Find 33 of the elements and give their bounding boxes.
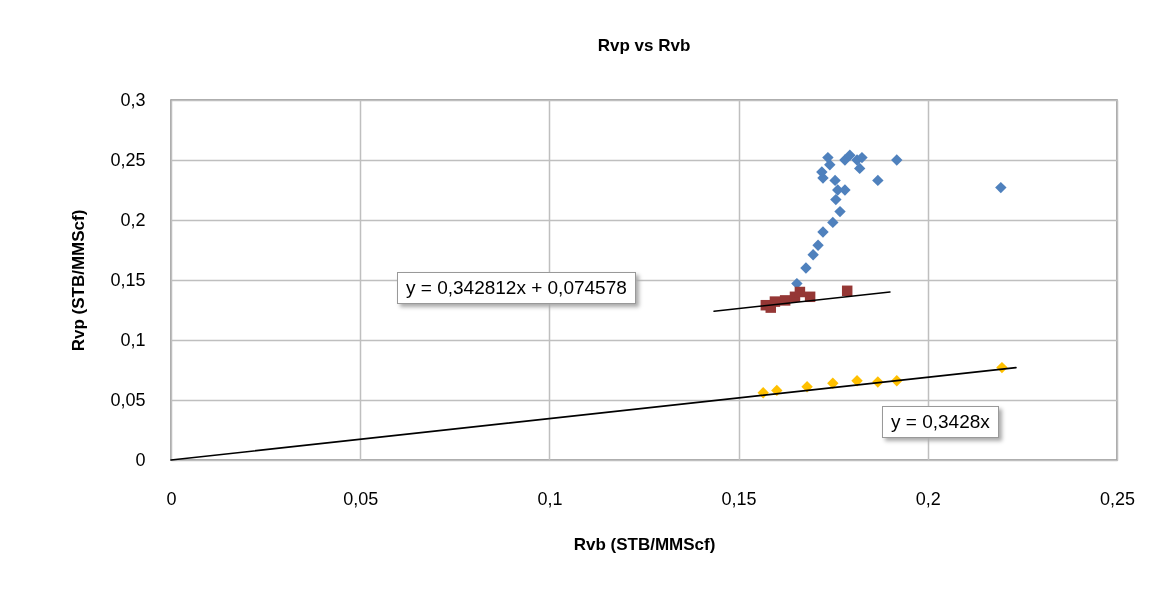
annotation: y = 0,3428x (882, 406, 999, 438)
y-axis-title: Rvp (STB/MMScf) (69, 209, 89, 352)
point (827, 216, 839, 229)
point (829, 174, 841, 187)
y-tick-label: 0,1 (120, 329, 146, 350)
x-tick-label: 0,25 (1099, 488, 1136, 509)
y-tick-label: 0,15 (110, 269, 146, 290)
chart-title: Rvp vs Rvb (597, 36, 691, 55)
x-tick-label: 0,05 (343, 488, 379, 509)
point (995, 181, 1007, 194)
point (827, 377, 839, 389)
x-tick-label: 0,15 (721, 488, 757, 509)
point (807, 249, 819, 261)
point (853, 162, 866, 175)
point (891, 154, 903, 166)
x-tick-label: 0,2 (915, 488, 941, 509)
x-tick-label: 0,1 (537, 488, 563, 509)
point (844, 149, 856, 161)
point (794, 286, 806, 298)
point (800, 262, 812, 274)
point (834, 205, 846, 218)
y-tick-label: 0,2 (120, 209, 146, 230)
annotation: y = 0,342812x + 0,074578 (397, 272, 636, 304)
point (830, 193, 842, 206)
point (817, 226, 829, 238)
y-tick-label: 0,05 (110, 389, 146, 410)
x-axis-title: Rvb (STB/MMScf) (573, 534, 716, 554)
y-tick-label: 0,25 (110, 149, 146, 170)
y-tick-label: 0,3 (120, 89, 146, 110)
point (812, 239, 824, 251)
x-tick-label: 0 (166, 488, 177, 509)
point (872, 174, 884, 187)
y-tick-label: 0 (135, 449, 146, 470)
